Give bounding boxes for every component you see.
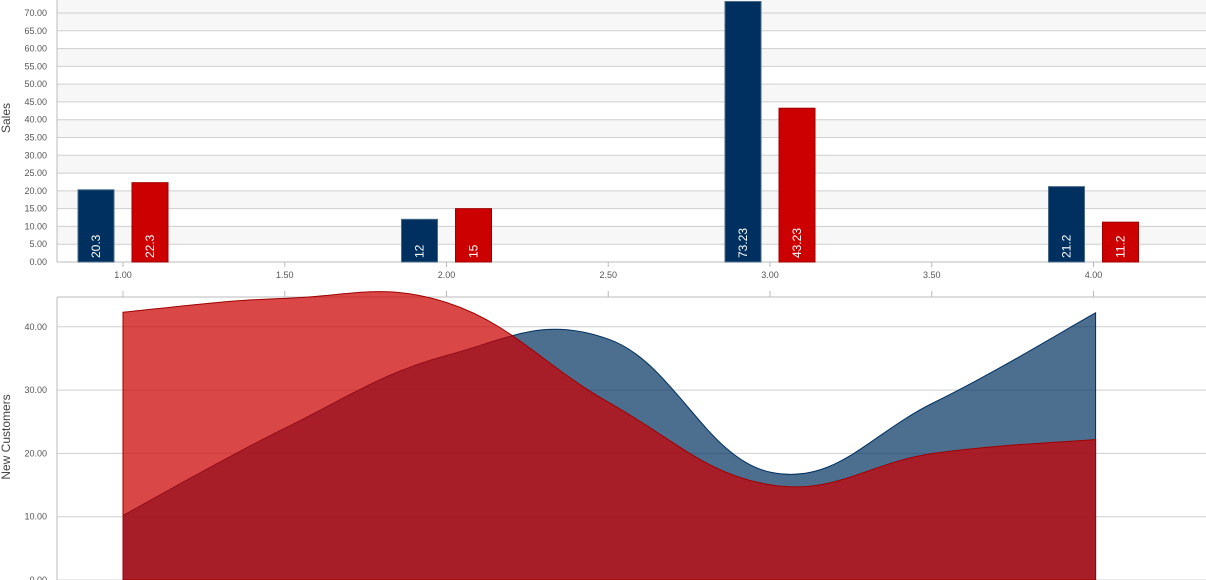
grid-band	[57, 155, 1206, 174]
y-tick-label: 45.00	[24, 97, 47, 107]
bar-data-label: 22.3	[143, 234, 157, 258]
bar-data-label: 73.23	[736, 228, 750, 258]
new-customers-axis-title: New Customers	[0, 394, 13, 479]
y-tick-label: 15.00	[24, 204, 47, 214]
grid-band	[57, 0, 1206, 13]
y-tick-label: 30.00	[24, 385, 47, 395]
y-tick-label: 10.00	[24, 512, 47, 522]
y-tick-label: 55.00	[24, 61, 47, 71]
bar-data-label: 20.3	[89, 234, 103, 258]
x-tick-label: 2.50	[599, 270, 617, 280]
y-tick-label: 0.00	[29, 257, 47, 267]
bar	[455, 208, 492, 263]
y-tick-label: 30.00	[24, 150, 47, 160]
sales-axis-title: Sales	[0, 103, 13, 133]
x-tick-label: 1.00	[114, 270, 132, 280]
y-tick-label: 20.00	[24, 186, 47, 196]
bar	[131, 182, 169, 263]
bar	[77, 189, 115, 263]
y-tick-label: 35.00	[24, 133, 47, 143]
x-tick-label: 1.50	[276, 270, 294, 280]
y-tick-label: 5.00	[29, 239, 47, 249]
y-tick-label: 65.00	[24, 26, 47, 36]
bar	[401, 218, 438, 263]
bar-data-label: 43.23	[790, 228, 804, 258]
grid-band	[57, 48, 1206, 67]
bar-data-label: 15	[467, 244, 481, 258]
y-tick-label: 0.00	[29, 575, 47, 580]
bar	[778, 107, 816, 263]
y-tick-label: 10.00	[24, 221, 47, 231]
x-tick-label: 2.00	[438, 270, 456, 280]
y-tick-label: 70.00	[24, 8, 47, 18]
grid-band	[57, 226, 1206, 245]
bar-data-label: 12	[413, 244, 427, 258]
bar	[724, 1, 762, 263]
y-tick-label: 25.00	[24, 168, 47, 178]
customers-area-chart: 0.00 10.00 20.00 30.00 40.00 New Customers	[0, 291, 1206, 580]
grid-band	[57, 119, 1206, 138]
bar-chart-bars: 20.322.3121573.2343.2321.211.27232661242…	[77, 1, 1139, 263]
area-series-2	[122, 291, 1097, 580]
area-chart-y-ticks: 0.00 10.00 20.00 30.00 40.00	[24, 322, 47, 580]
bar-chart-x-ticks: 1.001.502.002.503.003.504.004.505.005.50…	[114, 262, 1103, 280]
grid-band	[57, 13, 1206, 31]
y-tick-label: 50.00	[24, 79, 47, 89]
bar-chart-grid	[56, 0, 1206, 263]
bar-data-label: 11.2	[1114, 235, 1128, 258]
y-tick-label: 60.00	[24, 44, 47, 54]
y-tick-label: 40.00	[24, 322, 47, 332]
area-chart-areas	[122, 291, 1097, 580]
bar-data-label: 21.2	[1060, 234, 1074, 258]
x-tick-label: 3.00	[761, 270, 779, 280]
grid-band	[57, 190, 1206, 209]
bar	[1102, 221, 1139, 263]
bar-chart-y-ticks: 0.00 5.00 10.00 15.00 20.00 25.00 30.00 35.00 40…	[24, 8, 47, 267]
x-tick-label: 4.00	[1085, 270, 1103, 280]
y-tick-label: 20.00	[24, 448, 47, 458]
bar	[1048, 186, 1085, 263]
sales-bar-chart: 0.00 5.00 10.00 15.00 20.00 25.00 30.00 35.00 40…	[0, 0, 1206, 280]
y-tick-label: 40.00	[24, 115, 47, 125]
x-tick-label: 3.50	[923, 270, 941, 280]
grid-band	[57, 84, 1206, 102]
